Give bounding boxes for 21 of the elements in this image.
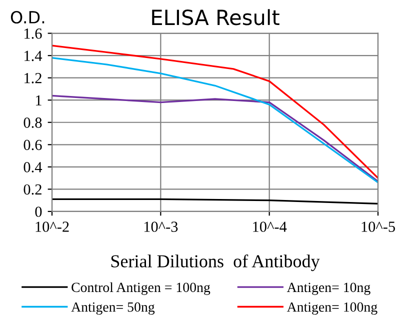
x-tick-label: 10^-3: [144, 222, 178, 232]
chart-title: ELISA Result: [152, 9, 280, 26]
y-tick-label: 0.4: [24, 162, 42, 172]
y-tick-label: 1: [36, 95, 42, 106]
legend-label: Antigen= 50ng: [71, 302, 155, 315]
x-axis-title: Serial Dilutions of Antibody: [111, 254, 320, 272]
legend-label: Control Antigen = 100ng: [72, 282, 210, 295]
x-tick-label: 10^-5: [362, 222, 395, 232]
y-tick-label: 0.8: [24, 118, 42, 128]
y-axis-title: O.D.: [10, 10, 44, 24]
x-tick-label: 10^-4: [253, 222, 287, 232]
legend-label: Antigen= 10ng: [286, 282, 370, 295]
x-tick-label: 10^-2: [36, 222, 69, 232]
y-tick-label: 0.6: [24, 140, 42, 150]
line-series: [52, 94, 378, 182]
y-tick-label: 1.6: [24, 28, 42, 39]
y-tick-label: 0.2: [24, 184, 42, 195]
y-tick-label: 0: [35, 206, 42, 217]
y-tick-label: 1.2: [24, 73, 42, 84]
legend-label: Antigen= 100ng: [286, 302, 378, 315]
y-tick-label: 1.4: [24, 50, 42, 62]
